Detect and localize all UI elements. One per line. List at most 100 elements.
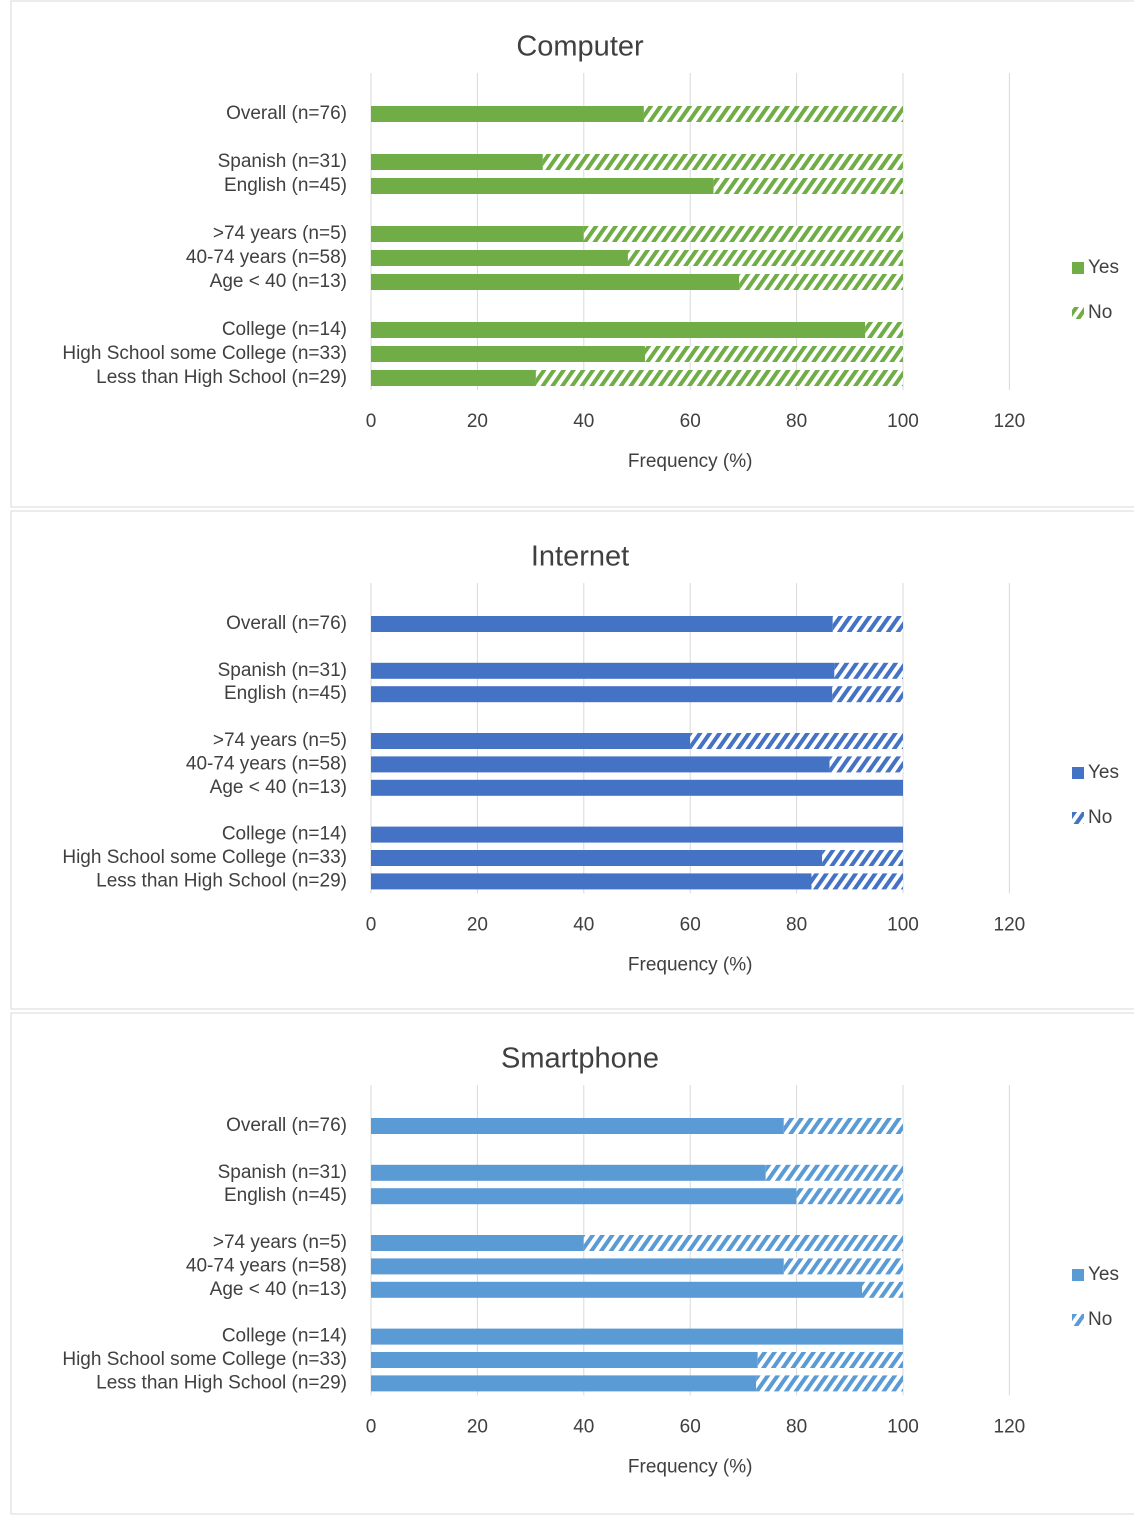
bar-segment — [583, 226, 903, 242]
x-tick-label: 100 — [887, 914, 919, 935]
legend-swatch — [1072, 1269, 1084, 1281]
bar-segment — [371, 756, 830, 773]
y-tick-label: Less than High School (n=29) — [96, 870, 347, 891]
x-tick-label: 120 — [994, 1416, 1026, 1437]
bar-segment — [371, 616, 833, 632]
x-tick-label: 40 — [573, 411, 594, 432]
x-axis-title: Frequency (%) — [628, 954, 753, 975]
y-tick-label: Age < 40 (n=13) — [210, 1279, 347, 1300]
legend-label: No — [1088, 1309, 1112, 1330]
bar-segment — [862, 1281, 903, 1298]
y-tick-label: Less than High School (n=29) — [96, 1372, 347, 1393]
bar-segment — [535, 370, 903, 386]
bar-segment — [542, 154, 903, 170]
x-tick-label: 120 — [994, 914, 1026, 935]
bar-segment — [371, 1281, 863, 1298]
panel-frame — [10, 1012, 1134, 1515]
bar-segment — [829, 756, 903, 773]
bar-segment — [371, 1188, 797, 1205]
bar-segment — [783, 1118, 903, 1134]
bar-segment — [371, 322, 866, 338]
bar-segment — [756, 1375, 903, 1392]
legend-swatch — [1072, 1314, 1084, 1326]
y-tick-label: Spanish (n=31) — [218, 660, 347, 681]
y-tick-label: Overall (n=76) — [226, 613, 347, 634]
bar-segment — [739, 274, 903, 290]
bar-segment — [371, 1328, 903, 1345]
x-tick-label: 60 — [680, 1416, 701, 1437]
bar-segment — [757, 1352, 903, 1368]
chart-title: Internet — [531, 541, 629, 573]
y-tick-label: College (n=14) — [222, 1326, 347, 1347]
y-tick-label: Spanish (n=31) — [218, 1162, 347, 1183]
legend-label: No — [1088, 302, 1112, 323]
bar-segment — [371, 250, 628, 266]
bar-segment — [796, 1188, 903, 1205]
bar-segment — [811, 873, 903, 890]
y-tick-label: College (n=14) — [222, 824, 347, 845]
y-tick-label: >74 years (n=5) — [213, 730, 347, 751]
y-tick-label: >74 years (n=5) — [213, 223, 347, 244]
y-tick-label: Age < 40 (n=13) — [210, 777, 347, 798]
bar-segment — [643, 106, 903, 122]
bar-segment — [783, 1258, 903, 1275]
x-tick-label: 0 — [366, 914, 377, 935]
bar-segment — [644, 346, 903, 362]
bar-segment — [834, 662, 903, 679]
y-tick-label: High School some College (n=33) — [62, 847, 347, 868]
x-tick-label: 20 — [467, 914, 488, 935]
bar-segment — [822, 850, 903, 866]
y-tick-label: English (n=45) — [224, 175, 347, 196]
y-tick-label: 40-74 years (n=58) — [186, 247, 347, 268]
x-tick-label: 0 — [366, 1416, 377, 1437]
y-tick-label: Less than High School (n=29) — [96, 367, 347, 388]
bar-segment — [690, 733, 903, 749]
y-tick-label: English (n=45) — [224, 683, 347, 704]
x-axis-title: Frequency (%) — [628, 1456, 753, 1477]
y-tick-label: English (n=45) — [224, 1185, 347, 1206]
x-tick-label: 100 — [887, 411, 919, 432]
bar-segment — [371, 226, 584, 242]
x-tick-label: 0 — [366, 411, 377, 432]
bar-segment — [832, 616, 903, 632]
bar-segment — [371, 346, 645, 362]
legend-label: No — [1088, 807, 1112, 828]
x-tick-label: 60 — [680, 914, 701, 935]
bar-segment — [865, 322, 903, 338]
y-tick-label: College (n=14) — [222, 319, 347, 340]
y-tick-label: High School some College (n=33) — [62, 1349, 347, 1370]
x-tick-label: 40 — [573, 1416, 594, 1437]
x-tick-label: 80 — [786, 1416, 807, 1437]
legend-swatch — [1072, 812, 1084, 824]
panel-frame — [10, 0, 1134, 508]
legend-swatch — [1072, 767, 1084, 779]
bar-segment — [371, 1375, 757, 1392]
bar-segment — [371, 1164, 766, 1181]
x-tick-label: 100 — [887, 1416, 919, 1437]
y-tick-label: High School some College (n=33) — [62, 343, 347, 364]
bar-segment — [627, 250, 903, 266]
bar-segment — [371, 779, 903, 796]
bar-segment — [371, 826, 903, 843]
bar-segment — [371, 370, 536, 386]
legend-swatch — [1072, 262, 1084, 274]
panel-frame — [10, 510, 1134, 1010]
bar-segment — [832, 686, 903, 703]
x-tick-label: 20 — [467, 1416, 488, 1437]
bar-segment — [371, 274, 740, 290]
y-tick-label: >74 years (n=5) — [213, 1232, 347, 1253]
legend-label: Yes — [1088, 257, 1119, 278]
x-tick-label: 20 — [467, 411, 488, 432]
chart-title: Smartphone — [501, 1043, 659, 1075]
bar-segment — [371, 662, 835, 679]
bar-segment — [371, 178, 714, 194]
x-tick-label: 60 — [680, 411, 701, 432]
bar-segment — [713, 178, 903, 194]
y-tick-label: Spanish (n=31) — [218, 151, 347, 172]
x-axis-title: Frequency (%) — [628, 451, 753, 472]
y-tick-label: 40-74 years (n=58) — [186, 1255, 347, 1276]
bar-segment — [583, 1235, 903, 1251]
y-tick-label: Overall (n=76) — [226, 103, 347, 124]
bar-segment — [371, 1235, 584, 1251]
